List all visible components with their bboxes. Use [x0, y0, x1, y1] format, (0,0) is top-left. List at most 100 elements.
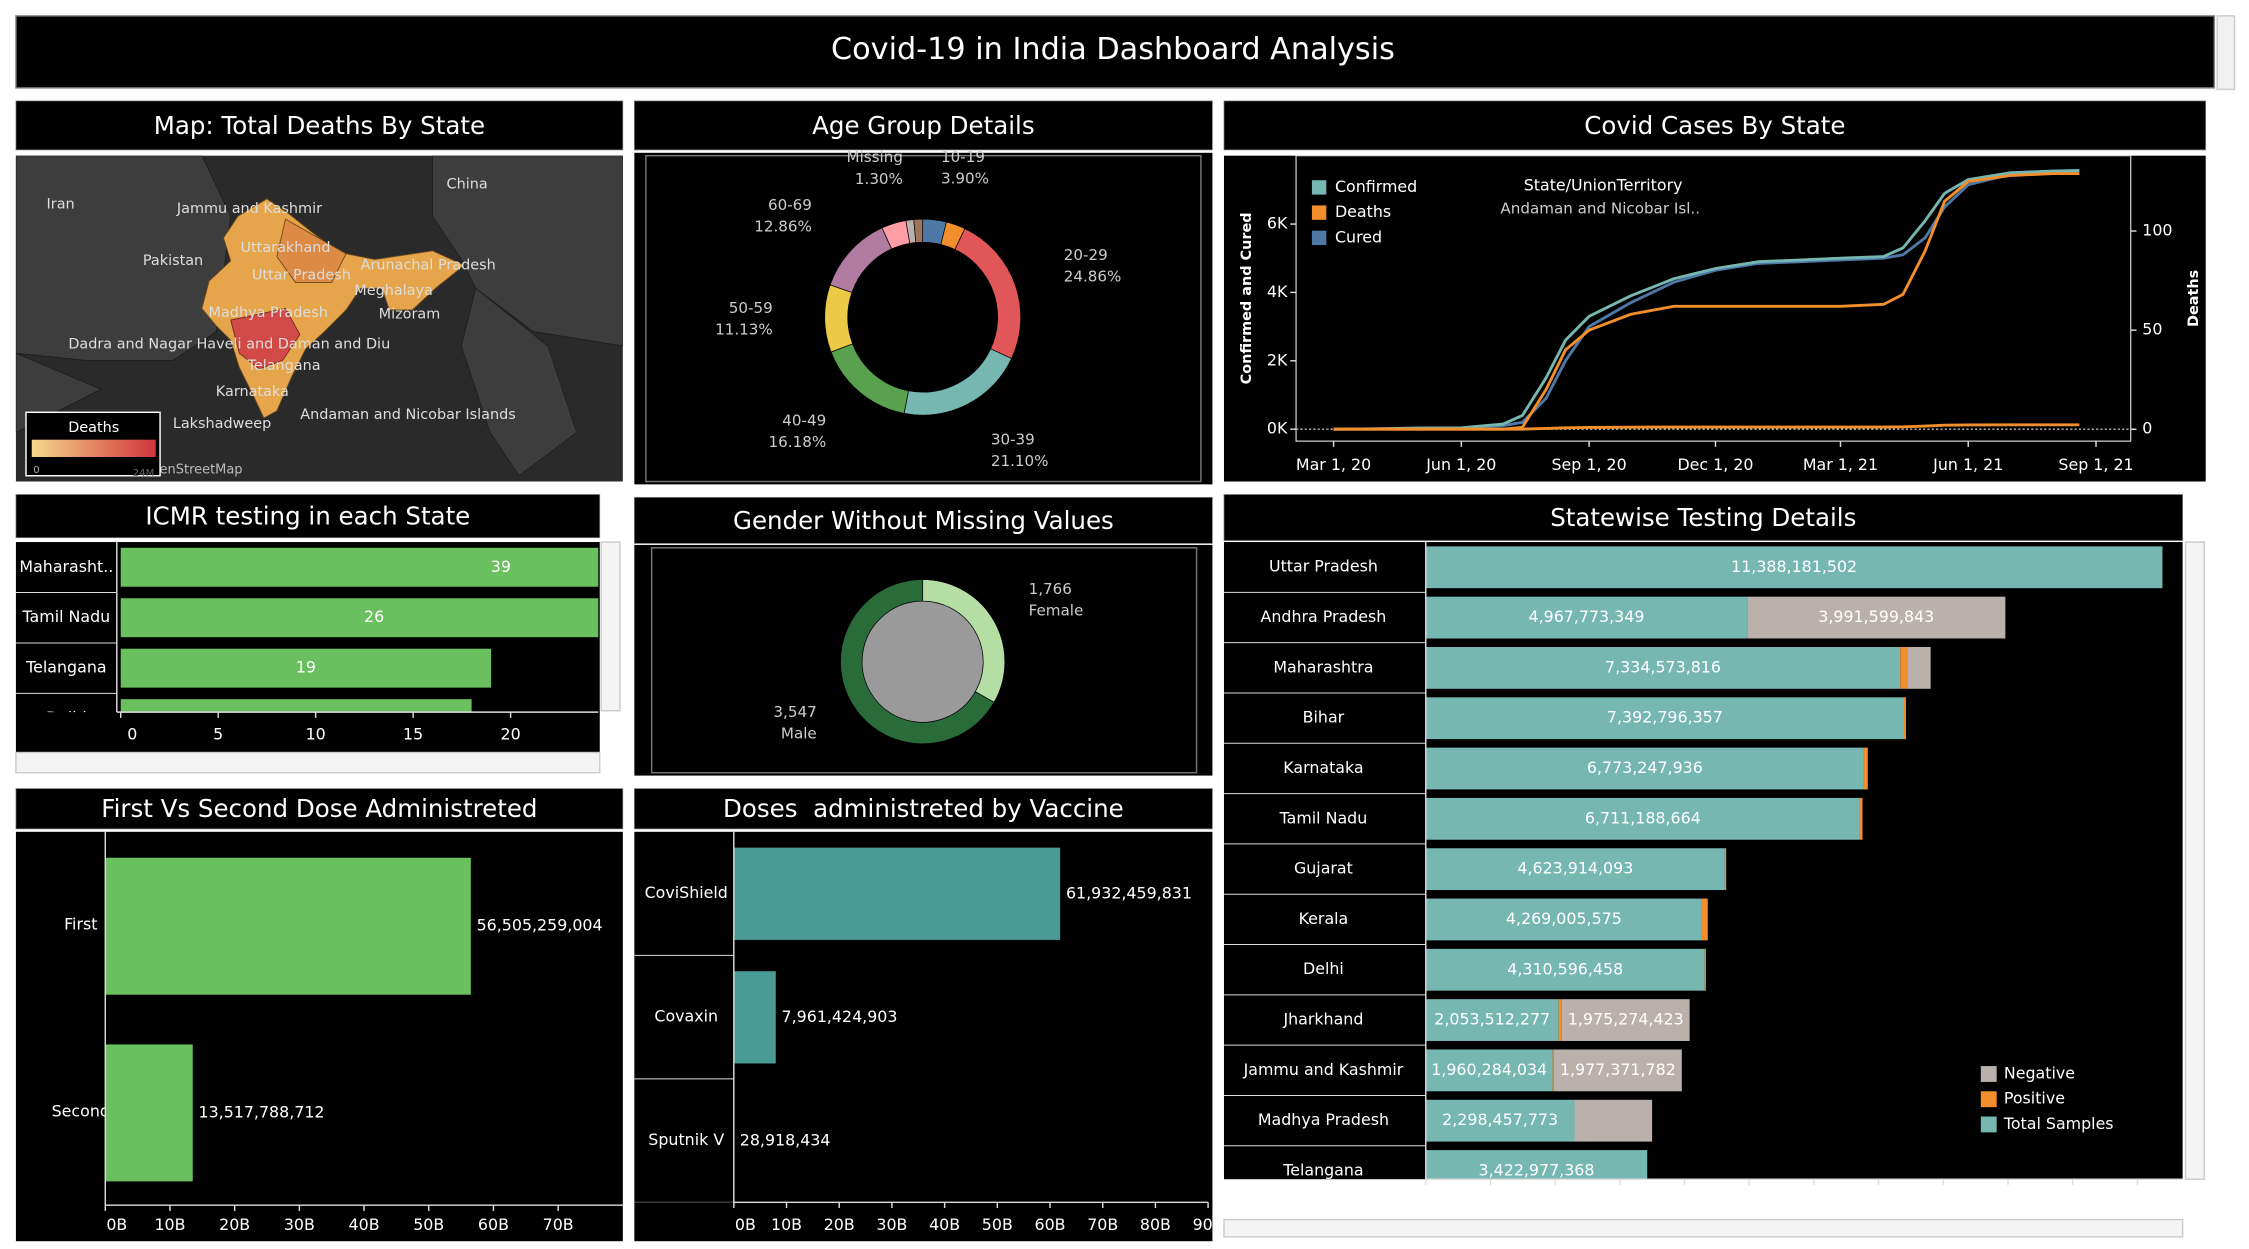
category-label: Andhra Pradesh — [1261, 607, 1387, 626]
category-label: Telangana — [1282, 1160, 1363, 1179]
legend-label: Total Samples — [2003, 1114, 2114, 1133]
legend-label: 24M — [133, 468, 155, 479]
slice-value: 1.30% — [855, 170, 903, 188]
category-label: CoviShield — [645, 883, 728, 902]
scrollbar[interactable] — [600, 541, 621, 712]
donut-slice — [840, 579, 995, 745]
x-tick-label: 90B — [1193, 1215, 1224, 1234]
value-label: 11,388,181,502 — [1731, 557, 1857, 576]
legend-label: Positive — [2004, 1089, 2065, 1108]
map-land — [432, 155, 623, 347]
y-tick-label: 2K — [1267, 350, 1288, 369]
bar-segment — [1561, 999, 1690, 1041]
panel-header — [1223, 494, 2183, 541]
x-tick-label: 10B — [154, 1215, 185, 1234]
panel-title: ICMR testing in each State — [145, 502, 470, 531]
scrollbar[interactable] — [15, 751, 601, 774]
value-label: 4,623,914,093 — [1517, 859, 1633, 878]
category-label: Uttar Pradesh — [1269, 557, 1378, 576]
map-label: Andaman and Nicobar Islands — [300, 407, 516, 423]
slice-value: 3,547 — [773, 703, 816, 721]
category-label: Covaxin — [654, 1007, 718, 1026]
legend-title: Deaths — [68, 420, 119, 436]
dashboard-title: Covid-19 in India Dashboard Analysis — [831, 32, 1395, 67]
legend-label: Cured — [1335, 227, 1382, 246]
y-tick-label: 0K — [1267, 419, 1288, 438]
map-label: Lakshadweep — [173, 416, 271, 432]
bar-segment — [1552, 1049, 1554, 1092]
bar — [120, 598, 599, 638]
x-tick-label: 30B — [876, 1215, 907, 1234]
value-label: 13,517,788,712 — [199, 1102, 325, 1121]
category-label: Maharasht.. — [19, 557, 113, 576]
legend-label: Negative — [2004, 1063, 2075, 1082]
x-tick-label: 7B — [1868, 1190, 1889, 1209]
value-label: 1,975,274,423 — [1568, 1010, 1684, 1029]
bar-segment — [1425, 848, 1725, 891]
slice-value: 11.13% — [715, 321, 773, 339]
value-label: 7,961,424,903 — [782, 1007, 898, 1026]
bar-segment — [1859, 797, 1863, 840]
bar-segment — [1904, 697, 1906, 740]
bar-segment — [1908, 646, 1931, 689]
value-label: 3,991,599,843 — [1818, 607, 1934, 626]
x-tick-label: Dec 1, 20 — [1677, 455, 1753, 474]
x-tick-label: 3B — [1609, 1190, 1630, 1209]
value-label: 2,053,512,277 — [1434, 1010, 1550, 1029]
bar — [733, 971, 776, 1064]
x-tick-label: 20B — [824, 1215, 855, 1234]
x-tick-label: 80B — [1140, 1215, 1171, 1234]
scrollbar[interactable] — [2184, 541, 2205, 1180]
donut-slice — [913, 218, 924, 243]
bar-segment — [1425, 697, 1905, 740]
bar — [105, 1044, 193, 1182]
x-tick-label: Mar 1, 20 — [1296, 455, 1371, 474]
bar-segment — [1747, 596, 2006, 639]
x-tick-label: 11B — [2122, 1190, 2153, 1209]
slice-value: 12.86% — [754, 217, 812, 235]
panel-title: Gender Without Missing Values — [733, 506, 1114, 535]
x-tick-label: 40B — [929, 1215, 960, 1234]
slice-value: 3.90% — [941, 170, 989, 188]
map-land — [460, 287, 578, 477]
map-label: Jammu and Kashmir — [176, 201, 322, 217]
x-tick-label: 0 — [127, 725, 137, 744]
legend-label: Deaths — [1335, 202, 1391, 221]
value-label: 61,932,459,831 — [1066, 883, 1192, 902]
scrollbar[interactable] — [1223, 1218, 2184, 1238]
y-tick-label: 4K — [1267, 282, 1288, 301]
x-tick-label: 1B — [1480, 1190, 1501, 1209]
x-tick-label: 30B — [284, 1215, 315, 1234]
scrollbar[interactable] — [2216, 15, 2236, 91]
value-label: 26 — [364, 607, 384, 626]
clip-group: CoviShield 61,932,459,831 Covaxin 7,961,424… — [634, 847, 1192, 1203]
value-label: 4,310,596,458 — [1507, 959, 1623, 978]
category-label: Gujarat — [1294, 859, 1353, 878]
value-label: 6,711,188,664 — [1585, 808, 1701, 827]
value-label: 39 — [491, 557, 511, 576]
line-series — [1333, 168, 2080, 431]
slice-value: 21.10% — [991, 452, 1049, 470]
bar — [120, 648, 492, 688]
value-label: 1,960,284,034 — [1431, 1060, 1547, 1079]
x-tick-label: 5 — [213, 725, 223, 744]
panel-header — [15, 100, 624, 151]
value-label: 18 — [286, 708, 306, 727]
clip-group: Maharasht.. 39 Tamil Nadu 26 Telangana 19 Delh… — [15, 547, 599, 727]
y-axis-title: Confirmed and Cured — [1239, 212, 1255, 384]
slice-label: 20-29 — [1064, 246, 1108, 264]
x-tick-label: 20 — [501, 725, 521, 744]
bar-segment — [1863, 747, 1868, 790]
value-label: 7,334,573,816 — [1605, 657, 1721, 676]
y2-tick-label: 50 — [2142, 320, 2162, 339]
slice-value: 1,766 — [1029, 580, 1072, 598]
bar-segment — [1425, 898, 1702, 941]
panel-header — [633, 496, 1213, 544]
x-tick-label: 0B — [106, 1215, 127, 1234]
map-label: China — [447, 177, 488, 193]
map-region — [230, 308, 301, 370]
map-label: Karnataka — [216, 384, 289, 400]
donut-hole — [862, 601, 984, 723]
